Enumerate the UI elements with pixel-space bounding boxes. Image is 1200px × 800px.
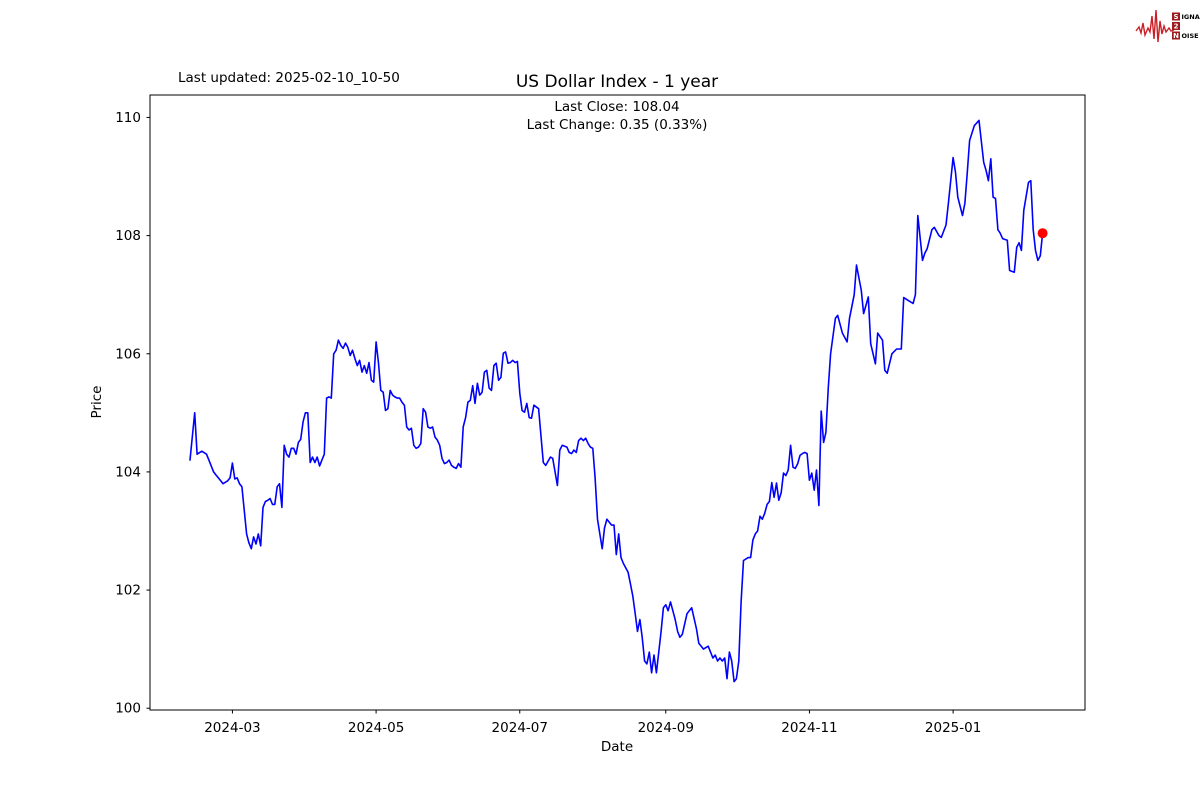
plot-area-border — [149, 94, 1086, 711]
last-close-text: Last Close: 108.04 — [554, 99, 679, 115]
waveform-icon — [1135, 9, 1175, 43]
last-point-marker — [1037, 228, 1048, 239]
logo-badge-n — [1172, 31, 1180, 40]
last-updated-text: Last updated: 2025-02-10_10-50 — [178, 70, 400, 86]
x-tick-label: 2025-01 — [925, 720, 981, 736]
last-change-text: Last Change: 0.35 (0.33%) — [527, 117, 708, 133]
y-tick-label: 108 — [115, 228, 141, 244]
x-tick-label: 2024-11 — [781, 720, 837, 736]
x-tick-label: 2024-07 — [492, 720, 548, 736]
logo-badge-2 — [1172, 22, 1180, 30]
price-line — [189, 119, 1044, 683]
x-tick-label: 2024-03 — [204, 720, 260, 736]
y-tick-label: 100 — [115, 701, 141, 717]
logo-word-oise: OISE — [1182, 32, 1199, 40]
x-tick-label: 2024-09 — [638, 720, 694, 736]
logo-letter-s: S — [1173, 13, 1178, 21]
y-tick-label: 102 — [115, 583, 141, 599]
signal2noise-logo: S 2 N IGNAL OISE — [1135, 9, 1200, 43]
logo-word-ignal: IGNAL — [1182, 13, 1200, 21]
x-axis-label: Date — [601, 739, 633, 755]
logo-badge-s — [1172, 12, 1180, 21]
y-tick-label: 110 — [115, 110, 141, 126]
x-axis-ticks: 2024-03 2024-05 2024-07 2024-09 2024-11 2025-… — [204, 710, 981, 736]
y-tick-label: 104 — [115, 464, 141, 480]
chart-title: US Dollar Index - 1 year — [516, 72, 718, 92]
logo-letter-2: 2 — [1174, 23, 1179, 31]
y-axis-ticks: 100 102 104 106 108 110 — [115, 110, 150, 717]
y-axis-label: Price — [89, 386, 105, 419]
x-tick-label: 2024-05 — [348, 720, 404, 736]
y-tick-label: 106 — [115, 346, 141, 362]
logo-letter-n: N — [1173, 32, 1179, 40]
